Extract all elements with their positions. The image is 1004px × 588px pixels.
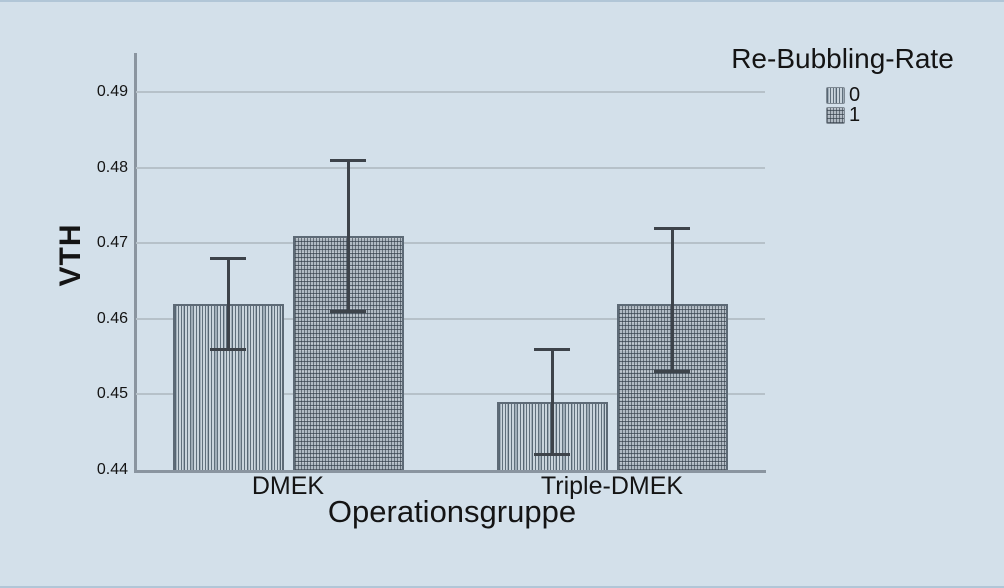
legend-item-rate-1: 1	[826, 105, 860, 125]
y-tick-label-0.46: 0.46	[96, 309, 128, 327]
error-bar-triple-dmek-rate-0-cap-top	[534, 347, 570, 351]
error-bar-dmek-rate-0-line	[226, 258, 230, 350]
error-bar-triple-dmek-rate-1-cap-bottom	[654, 370, 690, 374]
x-axis-title: Operationsgruppe	[327, 494, 577, 529]
bottom-edge-strip	[0, 586, 1004, 588]
gridline-0.49	[136, 91, 765, 93]
y-tick-label-0.45: 0.45	[96, 385, 128, 403]
y-axis-line	[134, 53, 137, 472]
gridline-0.48	[136, 166, 765, 169]
y-tick-label-0.47: 0.47	[96, 234, 128, 252]
y-tick-label-0.49: 0.49	[96, 83, 128, 100]
legend: Re-Bubbling-Rate 0 1	[700, 42, 985, 125]
error-bar-dmek-rate-0-cap-bottom	[210, 347, 246, 351]
error-bar-triple-dmek-rate-1-line	[670, 228, 674, 372]
error-bar-triple-dmek-rate-0-line	[550, 349, 554, 455]
legend-items: 0 1	[826, 85, 860, 125]
error-bar-triple-dmek-rate-1-cap-top	[654, 226, 690, 230]
y-tick-label-0.48: 0.48	[96, 158, 128, 176]
legend-item-label: 1	[849, 104, 861, 126]
x-category-label-dmek: DMEK	[251, 472, 325, 500]
gridline-0.46	[136, 317, 765, 320]
error-bar-dmek-rate-1-cap-bottom	[330, 309, 366, 313]
x-category-label-triple-dmek: Triple-DMEK	[540, 472, 684, 500]
y-tick-label-0.44: 0.44	[96, 461, 128, 478]
top-edge-strip	[0, 0, 1004, 2]
x-axis-line	[134, 470, 766, 473]
legend-title: Re-Bubbling-Rate	[731, 43, 954, 74]
error-bar-triple-dmek-rate-0-cap-bottom	[534, 453, 570, 457]
gridline-0.45	[136, 393, 765, 396]
legend-item-rate-0: 0	[826, 85, 860, 105]
legend-item-label: 0	[849, 84, 861, 106]
vertical-stripes-swatch-icon	[826, 86, 845, 104]
error-bar-dmek-rate-0-cap-top	[210, 256, 246, 260]
error-bar-dmek-rate-1-line	[346, 160, 350, 312]
error-bar-dmek-rate-1-cap-top	[330, 158, 366, 162]
gridline-0.47	[136, 242, 765, 245]
crosshatch-grid-swatch-icon	[826, 106, 845, 124]
